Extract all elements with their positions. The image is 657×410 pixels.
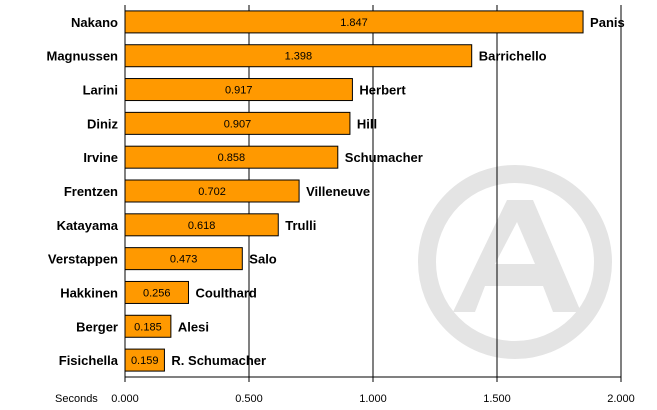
bar-value-label: 0.907	[224, 118, 252, 130]
x-tick-label: 1.500	[483, 393, 511, 405]
bar	[124, 111, 351, 135]
category-label: Nakano	[71, 15, 118, 30]
bar-value-label: 0.702	[198, 186, 226, 198]
bar-value-label: 0.159	[131, 355, 159, 367]
x-tick-label: 0.500	[235, 393, 263, 405]
category-label: Hakkinen	[60, 285, 118, 300]
bar-end-label: Trulli	[285, 218, 316, 233]
bar-group: 1.847 Nakano Panis	[71, 10, 625, 34]
bar-end-label: R. Schumacher	[171, 353, 266, 368]
bar	[124, 280, 189, 304]
category-label: Irvine	[83, 150, 118, 165]
watermark-letter	[453, 200, 581, 312]
bar-end-label: Schumacher	[345, 150, 423, 165]
bar	[124, 78, 353, 102]
bar	[124, 348, 165, 372]
bar-end-label: Coulthard	[195, 285, 256, 300]
bar-group: 0.702 Frentzen Villeneuve	[64, 179, 370, 203]
bar-end-label: Herbert	[359, 83, 406, 98]
bar-group: 0.185 Berger Alesi	[76, 314, 209, 338]
category-label: Katayama	[57, 218, 119, 233]
bar	[124, 213, 279, 237]
category-label: Magnussen	[46, 49, 118, 64]
bar-value-label: 0.618	[188, 220, 216, 232]
bar	[124, 10, 584, 34]
x-axis: 0.000 0.500 1.000 1.500 2.000 Seconds	[55, 376, 635, 405]
bar-value-label: 0.917	[225, 85, 253, 97]
x-axis-title: Seconds	[55, 393, 98, 405]
category-label: Diniz	[87, 116, 119, 131]
bar-group: 0.907 Diniz Hill	[87, 111, 377, 135]
bar-end-label: Panis	[590, 15, 625, 30]
bar	[124, 247, 243, 271]
category-label: Berger	[76, 319, 118, 334]
bar	[124, 145, 339, 169]
watermark-ring	[418, 165, 612, 359]
bar-value-label: 0.256	[143, 287, 171, 299]
bar-value-label: 0.858	[218, 152, 246, 164]
bar-value-label: 1.847	[340, 17, 368, 29]
bar-value-label: 1.398	[285, 51, 313, 63]
bar-group: 1.398 Magnussen Barrichello	[46, 44, 547, 68]
bars: 1.847 Nakano Panis 1.398 Magnussen Barrichell…	[46, 10, 625, 372]
x-tick-label: 2.000	[607, 393, 635, 405]
category-label: Frentzen	[64, 184, 118, 199]
bar	[124, 179, 300, 203]
bar-end-label: Alesi	[178, 319, 209, 334]
bar-value-label: 0.473	[170, 254, 198, 266]
bar-group: 0.917 Larini Herbert	[83, 78, 406, 102]
bar-end-label: Salo	[249, 252, 277, 267]
bar-group: 0.159 Fisichella R. Schumacher	[59, 348, 266, 372]
bar-value-label: 0.185	[134, 321, 162, 333]
bar-group: 0.618 Katayama Trulli	[57, 213, 316, 237]
bar-group: 0.858 Irvine Schumacher	[83, 145, 423, 169]
category-label: Larini	[83, 83, 118, 98]
x-tick-label: 0.000	[111, 393, 139, 405]
bar-end-label: Villeneuve	[306, 184, 370, 199]
watermark-logo	[418, 165, 612, 359]
bar	[124, 44, 473, 68]
category-label: Fisichella	[59, 353, 119, 368]
bar-group: 0.473 Verstappen Salo	[48, 247, 277, 271]
bar	[124, 314, 172, 338]
bar-end-label: Hill	[357, 116, 377, 131]
bar-end-label: Barrichello	[479, 49, 547, 64]
category-label: Verstappen	[48, 252, 118, 267]
x-tick-label: 1.000	[359, 393, 387, 405]
bar-group: 0.256 Hakkinen Coulthard	[60, 280, 257, 304]
